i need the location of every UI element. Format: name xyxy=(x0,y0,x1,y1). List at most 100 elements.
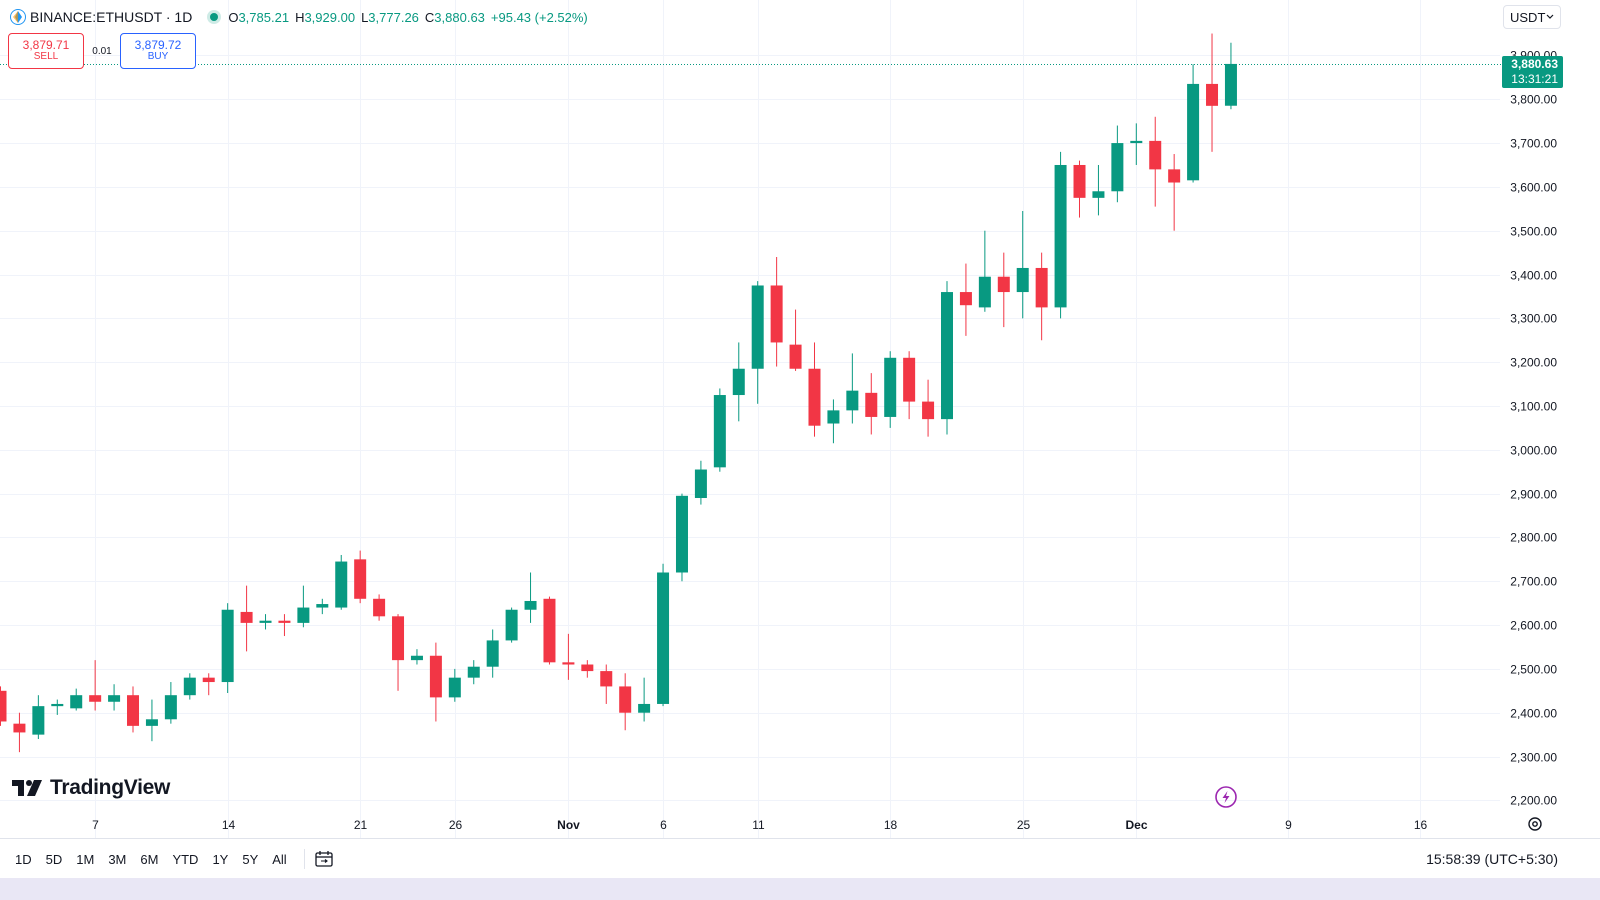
candle-body xyxy=(505,609,518,641)
low-value: 3,777.26 xyxy=(368,9,419,25)
y-tick-label: 2,400.00 xyxy=(1510,707,1557,721)
candle xyxy=(278,614,291,637)
candle xyxy=(713,388,726,472)
brand-text: TradingView xyxy=(50,776,171,799)
candle-body xyxy=(675,495,688,573)
candle-body xyxy=(978,276,991,308)
candle-body xyxy=(70,695,83,709)
range-3m-button[interactable]: 3M xyxy=(108,851,127,867)
candle xyxy=(354,550,367,604)
buy-button[interactable]: 3,879.72 BUY xyxy=(120,33,196,69)
x-tick-label: 25 xyxy=(1017,818,1031,832)
candle xyxy=(694,460,707,505)
x-tick-label: 14 xyxy=(222,818,236,832)
close-label: C xyxy=(424,9,435,25)
lightning-icon[interactable] xyxy=(1215,786,1237,808)
x-tick-label: Nov xyxy=(557,818,580,832)
candle xyxy=(392,614,405,691)
candle xyxy=(89,660,102,711)
candle xyxy=(1149,116,1162,207)
candle xyxy=(70,688,83,711)
x-tick-label: 26 xyxy=(449,818,463,832)
x-tick-label: 11 xyxy=(752,818,765,832)
candle-body xyxy=(543,598,556,663)
price-tag: 3,880.63 13:31:21 xyxy=(1502,56,1563,88)
high-label: H xyxy=(295,9,305,25)
y-tick-label: 3,400.00 xyxy=(1510,269,1557,283)
candle-body xyxy=(959,292,972,306)
candle xyxy=(1092,164,1105,216)
y-tick-label: 2,300.00 xyxy=(1510,751,1557,765)
candle-body xyxy=(183,677,196,696)
candle-body xyxy=(1187,83,1200,181)
range-5y-button[interactable]: 5Y xyxy=(242,851,259,867)
candle-body xyxy=(297,607,310,623)
candle xyxy=(978,230,991,312)
candle-body xyxy=(467,666,480,678)
candle xyxy=(145,699,158,742)
candle xyxy=(1206,33,1219,152)
tradingview-logo[interactable]: TradingView xyxy=(12,776,170,800)
candle xyxy=(600,664,613,704)
ohlc-values: O3,785.21 H3,929.00 L3,777.26 C3,880.63 … xyxy=(228,10,587,25)
range-1y-button[interactable]: 1Y xyxy=(212,851,229,867)
price-tag-countdown: 13:31:21 xyxy=(1511,72,1558,86)
timezone-clock[interactable]: 15:58:39 (UTC+5:30) xyxy=(1426,851,1558,867)
candle-body xyxy=(865,392,878,417)
price-axis[interactable]: 2,200.00 2,300.00 2,400.00 2,500.00 2,600.00… xyxy=(1510,49,1557,808)
y-tick-label: 3,700.00 xyxy=(1510,137,1557,151)
candle-body xyxy=(32,706,45,735)
candle-body xyxy=(846,390,859,411)
range-1d-button[interactable]: 1D xyxy=(15,851,32,867)
candle xyxy=(429,642,442,722)
symbol-title[interactable]: BINANCE:ETHUSDT · 1D xyxy=(30,9,193,25)
low-label: L xyxy=(361,9,369,25)
candle-body xyxy=(354,559,367,599)
buy-price: 3,879.72 xyxy=(134,38,182,53)
range-6m-button[interactable]: 6M xyxy=(140,851,159,867)
candle xyxy=(1035,252,1048,341)
candle xyxy=(1016,210,1029,319)
symbol-header: BINANCE:ETHUSDT · 1D O3,785.21 H3,929.00… xyxy=(10,6,588,28)
x-tick-label: 21 xyxy=(354,818,368,832)
candle-body xyxy=(524,600,537,610)
candle xyxy=(221,603,234,693)
sell-label: SELL xyxy=(33,51,59,63)
trade-panel: 3,879.71 SELL 0.01 3,879.72 BUY xyxy=(8,33,196,69)
x-tick-label: 18 xyxy=(884,818,898,832)
candle-body xyxy=(0,690,7,722)
candle-body xyxy=(13,723,26,733)
candle-body xyxy=(1073,164,1086,198)
candle-body xyxy=(1224,63,1237,106)
candle-body xyxy=(827,410,840,424)
x-tick-label: Dec xyxy=(1125,818,1147,832)
candle-body xyxy=(562,662,575,665)
range-ytd-button[interactable]: YTD xyxy=(172,851,199,867)
range-1m-button[interactable]: 1M xyxy=(76,851,95,867)
candle xyxy=(1168,154,1181,231)
sell-button[interactable]: 3,879.71 SELL xyxy=(8,33,84,69)
candle-body xyxy=(751,285,764,369)
y-tick-label: 2,700.00 xyxy=(1510,575,1557,589)
candle xyxy=(202,673,215,696)
time-axis[interactable]: 7 14 21 26 Nov 6 11 18 25 Dec 9 16 xyxy=(92,818,1427,832)
range-all-button[interactable]: All xyxy=(272,851,287,867)
candle-body xyxy=(789,344,802,369)
candle-body xyxy=(903,357,916,402)
candle xyxy=(884,351,897,428)
candle xyxy=(827,399,840,444)
candle xyxy=(1187,64,1200,183)
candle-body xyxy=(694,469,707,499)
candle-body xyxy=(259,620,272,623)
go-to-date-icon[interactable] xyxy=(313,848,335,870)
candles-layer xyxy=(0,33,1237,753)
gear-icon[interactable] xyxy=(1528,817,1542,831)
candle-body xyxy=(581,664,594,672)
currency-select[interactable]: USDT xyxy=(1503,5,1561,29)
candle xyxy=(997,252,1010,328)
currency-value: USDT xyxy=(1510,9,1546,25)
candle xyxy=(865,373,878,435)
spread-value: 0.01 xyxy=(92,45,112,57)
range-5d-button[interactable]: 5D xyxy=(45,851,63,867)
